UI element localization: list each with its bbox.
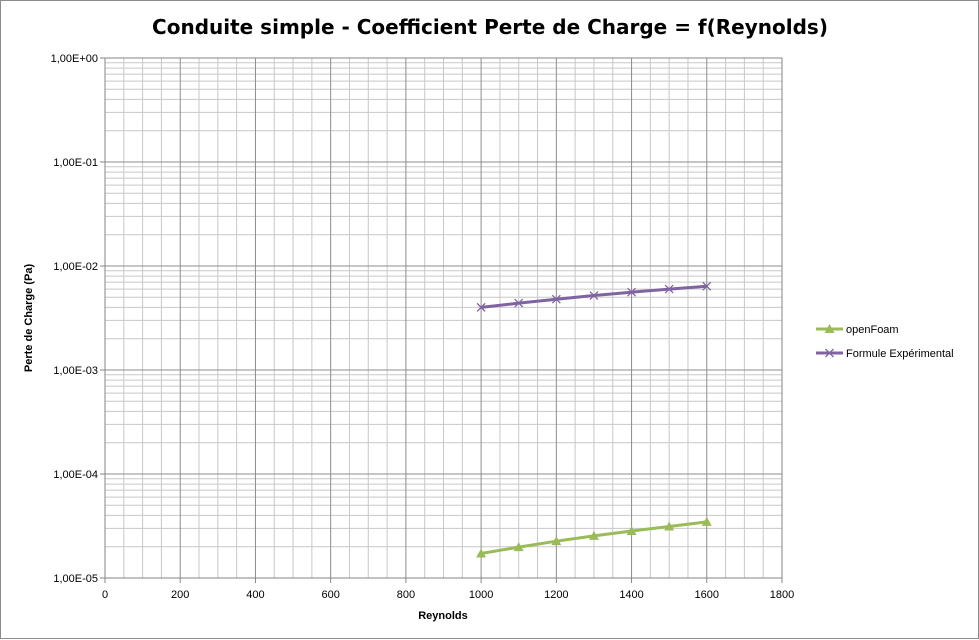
y-tick-label: 1,00E-02 (53, 261, 98, 273)
x-tick-label: 0 (102, 589, 108, 601)
x-tick-label: 1200 (544, 589, 568, 601)
data-point (513, 542, 524, 552)
y-axis-ticks: 1,00E-05 1,00E-04 1,00E-03 1,00E-02 1,00E-01… (51, 53, 105, 585)
series-layer (476, 281, 712, 558)
x-axis-ticks: 0 200 400 600 800 1000 1200 1400 1600 1800 (102, 578, 794, 601)
x-tick-label: 1800 (770, 589, 794, 601)
x-axis-label: Reynolds (418, 610, 468, 622)
data-point (514, 298, 524, 308)
data-point (476, 302, 486, 312)
series-openfoam (476, 516, 712, 558)
x-tick-label: 1000 (469, 589, 493, 601)
data-point (589, 291, 599, 300)
legend-label: Formule Expérimental (846, 348, 954, 360)
legend-item: Formule Expérimental (816, 348, 954, 360)
data-point (702, 281, 712, 291)
y-tick-label: 1,00E-03 (53, 365, 98, 377)
x-tick-label: 600 (321, 589, 339, 601)
x-tick-label: 200 (171, 589, 189, 601)
y-tick-label: 1,00E-04 (53, 469, 98, 481)
minor-gridlines (105, 58, 782, 578)
chart-title: Conduite simple - Coefficient Perte de C… (152, 15, 828, 39)
legend-item: openFoam (816, 324, 899, 336)
plot-area (104, 57, 783, 579)
y-tick-label: 1,00E-01 (53, 157, 98, 169)
y-tick-label: 1,00E+00 (51, 53, 98, 65)
data-point (701, 516, 712, 526)
legend-label: openFoam (846, 324, 899, 336)
data-point (627, 287, 637, 297)
legend: openFoam Formule Expérimental (816, 324, 954, 360)
y-axis-label: Perte de Charge (Pa) (23, 264, 35, 373)
legend-marker (824, 324, 835, 333)
x-tick-label: 1600 (695, 589, 719, 601)
x-tick-label: 1400 (619, 589, 643, 601)
data-point (551, 294, 561, 304)
x-tick-label: 800 (397, 589, 415, 601)
series-formule-experimental (476, 281, 712, 312)
x-tick-label: 400 (246, 589, 264, 601)
data-point (626, 526, 637, 536)
data-point (588, 530, 599, 540)
data-point (476, 548, 487, 558)
data-point (664, 521, 675, 531)
legend-marker (825, 348, 834, 358)
y-tick-label: 1,00E-05 (53, 573, 98, 585)
data-point (551, 536, 562, 546)
data-point (664, 284, 674, 294)
